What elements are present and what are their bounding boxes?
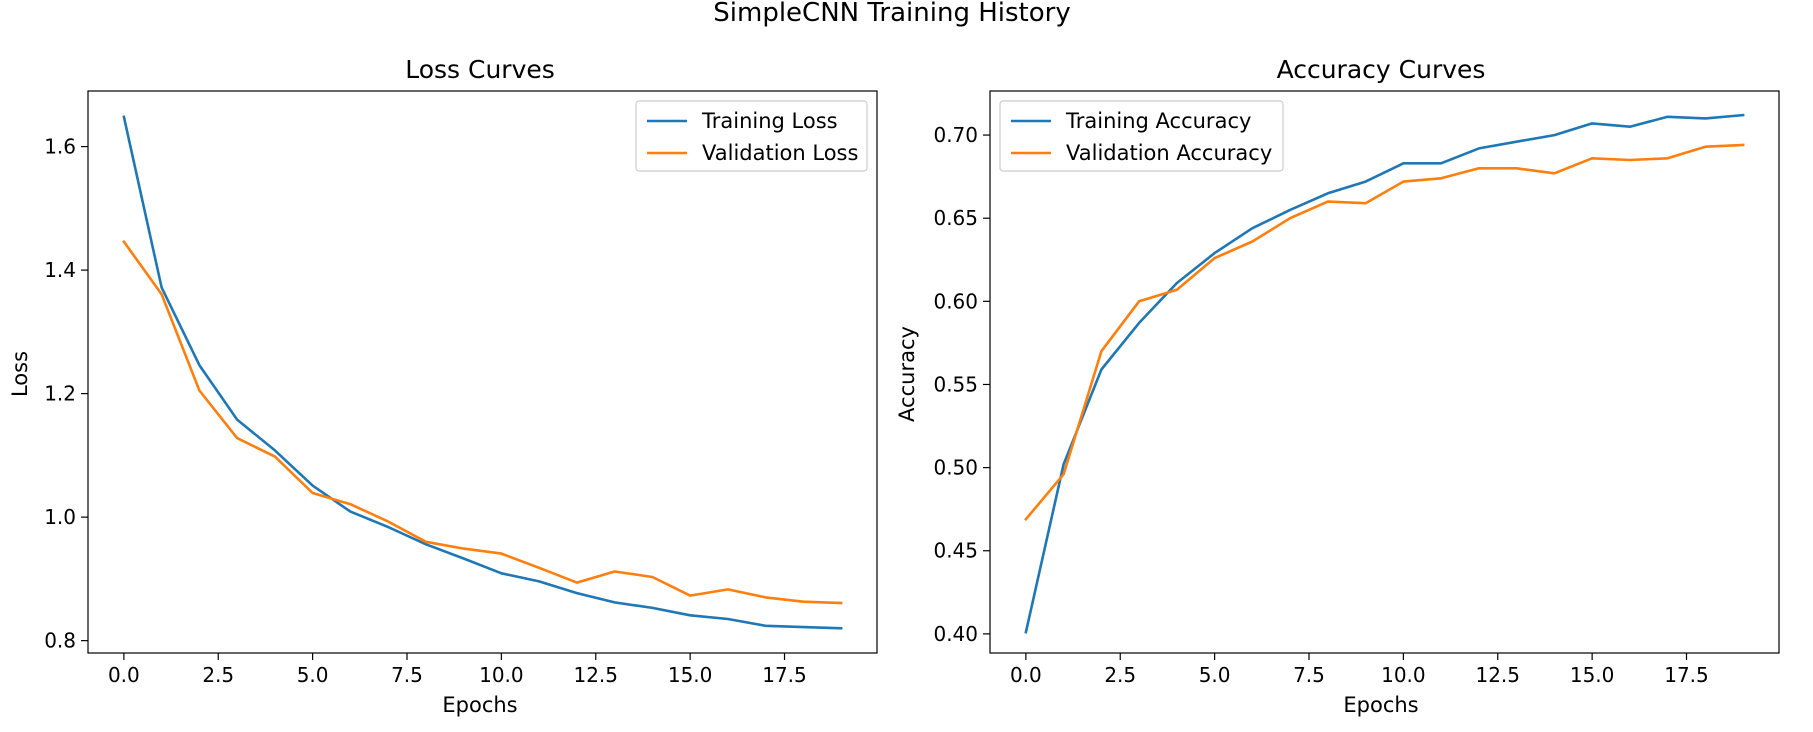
accuracy-chart-title: Accuracy Curves (1277, 55, 1486, 84)
loss-y-tick-label: 0.8 (44, 629, 76, 653)
loss-plot-area (88, 91, 877, 653)
accuracy-y-tick-label: 0.45 (933, 539, 978, 563)
accuracy-x-tick-label: 10.0 (1381, 663, 1426, 687)
loss-y-axis-label: Loss (8, 351, 32, 397)
loss-x-tick-label: 15.0 (668, 663, 713, 687)
accuracy-plot-area (990, 91, 1779, 653)
accuracy-series-validation-accuracy (1024, 143, 1745, 522)
loss-x-axis-label: Epochs (442, 693, 517, 717)
loss-x-tick-label: 12.5 (573, 663, 618, 687)
accuracy-curves-axes: Accuracy Curves Epochs Accuracy 0.0 2.5 5.… (895, 55, 1780, 717)
accuracy-x-axis-label: Epochs (1343, 693, 1418, 717)
accuracy-x-tick-label: 15.0 (1570, 663, 1615, 687)
accuracy-y-tick-label: 0.50 (933, 456, 978, 480)
accuracy-y-tick-label: 0.40 (933, 622, 978, 646)
loss-x-tick-label: 10.0 (479, 663, 524, 687)
accuracy-y-axis-label: Accuracy (895, 326, 919, 422)
accuracy-legend: Training Accuracy Validation Accuracy (999, 100, 1284, 172)
loss-chart-title: Loss Curves (405, 55, 555, 84)
accuracy-axes-frame (989, 90, 1780, 654)
loss-y-tick-label: 1.6 (44, 135, 76, 159)
accuracy-legend-box (999, 100, 1284, 172)
loss-series-training-loss (122, 115, 843, 630)
loss-axes-frame (87, 90, 878, 654)
loss-y-tick-label: 1.2 (44, 382, 76, 406)
accuracy-y-tick-label: 0.70 (933, 123, 978, 147)
accuracy-x-tick-label: 0.0 (1010, 663, 1042, 687)
accuracy-legend-label-training-accuracy: Training Accuracy (1065, 109, 1251, 133)
accuracy-x-tick-label: 5.0 (1199, 663, 1231, 687)
accuracy-y-tick-label: 0.55 (933, 372, 978, 396)
accuracy-legend-label-validation-accuracy: Validation Accuracy (1066, 141, 1272, 165)
accuracy-x-tick-label: 7.5 (1293, 663, 1325, 687)
loss-x-tick-label: 0.0 (108, 663, 140, 687)
loss-y-tick-label: 1.4 (44, 258, 76, 282)
accuracy-y-tick-label: 0.60 (933, 289, 978, 313)
accuracy-x-tick-label: 12.5 (1475, 663, 1520, 687)
loss-x-tick-label: 17.5 (762, 663, 807, 687)
loss-x-tick-label: 5.0 (297, 663, 329, 687)
loss-series-validation-loss (122, 239, 843, 605)
loss-curves-axes: Loss Curves Epochs Loss 0.0 2.5 5.0 7.5 10.0… (8, 55, 878, 717)
loss-x-tick-label: 7.5 (391, 663, 423, 687)
loss-legend-label-training-loss: Training Loss (701, 109, 838, 133)
loss-legend: Training Loss Validation Loss (635, 100, 868, 172)
accuracy-series-training-accuracy (1024, 113, 1745, 634)
accuracy-y-tick-label: 0.65 (933, 206, 978, 230)
loss-x-tick-label: 2.5 (202, 663, 234, 687)
figure-title: SimpleCNN Training History (713, 0, 1070, 28)
loss-y-tick-label: 1.0 (44, 505, 76, 529)
accuracy-x-tick-label: 17.5 (1664, 663, 1709, 687)
loss-legend-box (635, 100, 868, 172)
accuracy-x-tick-label: 2.5 (1104, 663, 1136, 687)
loss-legend-label-validation-loss: Validation Loss (702, 141, 858, 165)
